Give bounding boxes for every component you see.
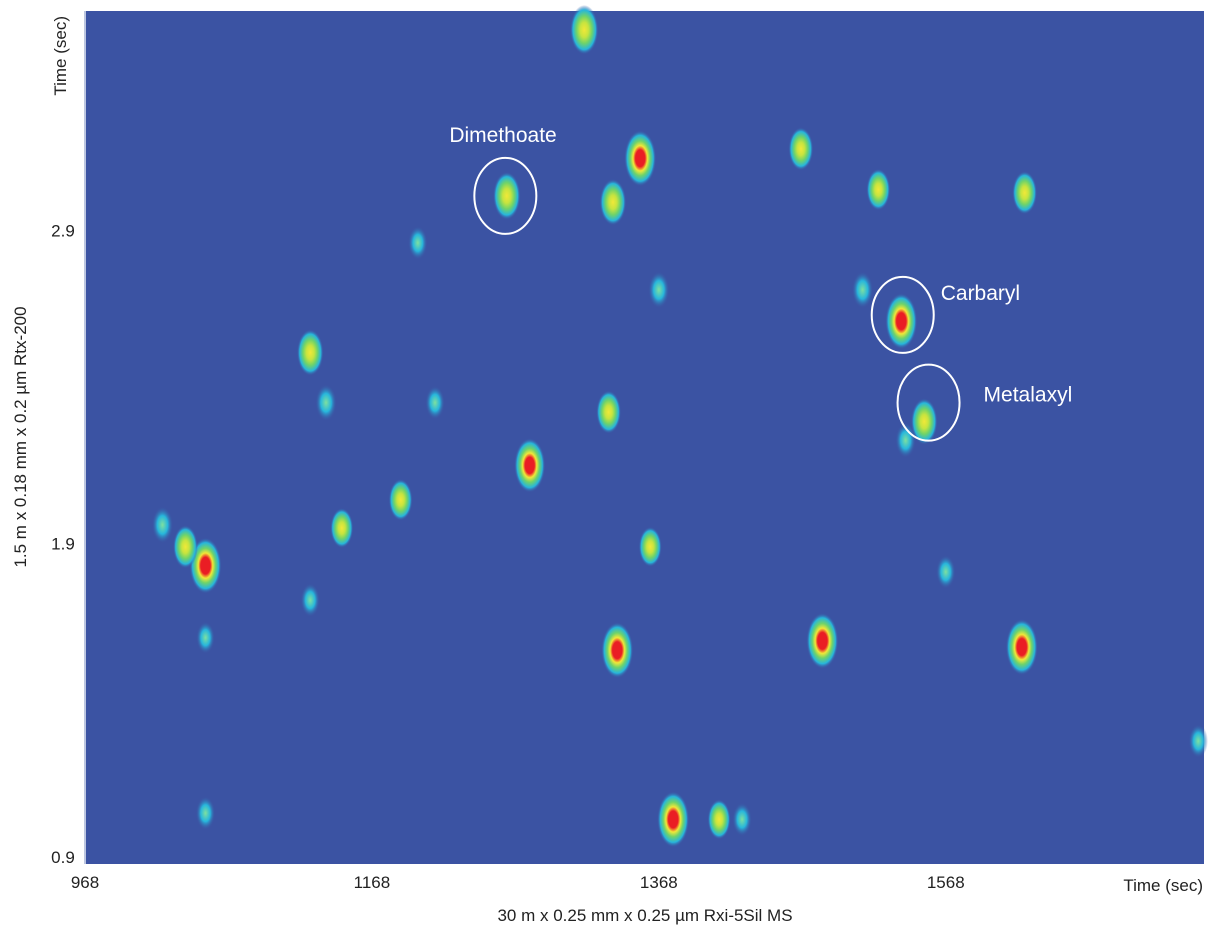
peak-mark bbox=[196, 621, 215, 654]
peak-mark bbox=[296, 329, 324, 376]
peak-mark bbox=[885, 293, 918, 350]
peaks-layer bbox=[151, 5, 1208, 848]
peak-mark bbox=[648, 271, 670, 309]
peak-mark bbox=[300, 583, 320, 617]
annotation-label: Carbaryl bbox=[941, 282, 1020, 305]
peak-mark bbox=[493, 171, 521, 220]
peak-mark bbox=[408, 226, 428, 260]
peak-mark bbox=[425, 385, 445, 420]
peak-mark bbox=[1012, 171, 1038, 215]
peak-mark bbox=[599, 178, 627, 226]
annotation-circle bbox=[473, 156, 538, 235]
y-unit-label: Time (sec) bbox=[51, 16, 70, 96]
peak-mark bbox=[657, 791, 690, 848]
peak-mark bbox=[895, 422, 916, 458]
annotation-label: Dimethoate bbox=[449, 124, 556, 147]
peak-mark bbox=[638, 526, 662, 567]
x-tick-label: 968 bbox=[71, 873, 99, 892]
peak-mark bbox=[596, 390, 622, 434]
peak-mark bbox=[910, 398, 938, 445]
peak-mark bbox=[1188, 724, 1208, 758]
x-unit-label: Time (sec) bbox=[1123, 876, 1203, 895]
peak-mark bbox=[624, 130, 657, 187]
peak-mark bbox=[707, 799, 731, 840]
peak-mark bbox=[936, 555, 956, 589]
peak-mark bbox=[866, 168, 891, 211]
peak-mark bbox=[1005, 619, 1038, 676]
peak-mark bbox=[315, 384, 337, 422]
x-axis-title: 30 m x 0.25 mm x 0.25 µm Rxi-5Sil MS bbox=[497, 906, 792, 925]
peak-mark bbox=[388, 479, 413, 521]
y-tick-label: 0.9 bbox=[51, 848, 75, 867]
y-tick-label: 1.9 bbox=[51, 535, 75, 554]
y-axis-title: 1.5 m x 0.18 mm x 0.2 µm Rtx-200 bbox=[11, 306, 30, 567]
peak-mark bbox=[514, 438, 546, 493]
peak-mark bbox=[601, 622, 634, 679]
peak-mark bbox=[173, 525, 198, 569]
x-tick-label: 1568 bbox=[927, 873, 965, 892]
annotation-circle bbox=[870, 275, 935, 354]
peak-mark bbox=[330, 508, 354, 548]
x-tick-label: 1168 bbox=[354, 873, 391, 892]
peak-mark bbox=[732, 802, 752, 837]
x-tick-label: 1368 bbox=[640, 873, 678, 892]
annotation-label: Metalaxyl bbox=[984, 384, 1073, 407]
peak-mark bbox=[151, 506, 174, 544]
peak-mark bbox=[806, 612, 839, 669]
x-axis: 968 1168 1368 1568 Time (sec) 30 m x 0.2… bbox=[71, 873, 1203, 925]
annotation-circle bbox=[896, 363, 961, 442]
peak-mark bbox=[788, 127, 814, 171]
annotations-layer: Dimethoate Carbaryl Metalaxyl bbox=[449, 124, 1073, 442]
y-tick-label: 2.9 bbox=[51, 221, 75, 240]
peak-mark bbox=[851, 271, 874, 309]
peak-mark bbox=[570, 5, 599, 55]
y-axis: 0.9 1.9 2.9 Time (sec) 1.5 m x 0.18 mm x… bbox=[11, 16, 75, 867]
peak-mark bbox=[195, 796, 216, 830]
